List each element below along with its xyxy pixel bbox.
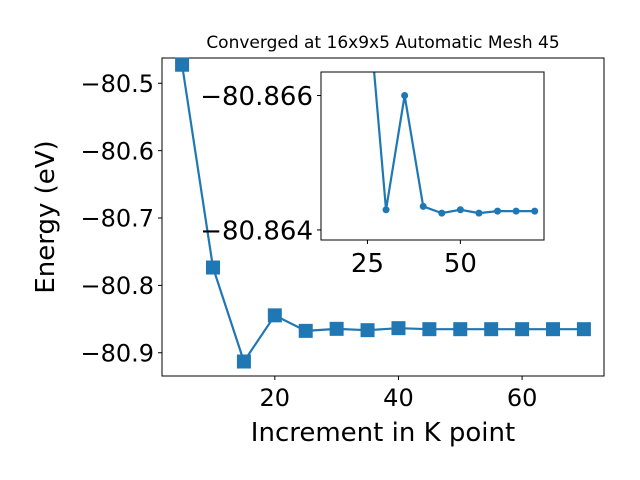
inset-data-point bbox=[438, 209, 446, 217]
inset-plot-frame bbox=[320, 71, 545, 241]
inset-data-point bbox=[494, 207, 502, 215]
inset-y-tick-label: −80.866 bbox=[200, 82, 313, 112]
main-data-point bbox=[453, 322, 468, 337]
main-data-point bbox=[484, 322, 499, 337]
y-axis-label: Energy (eV) bbox=[31, 140, 61, 293]
main-data-point bbox=[515, 322, 530, 337]
inset-x-tick-label: 25 bbox=[351, 249, 384, 279]
inset-data-point bbox=[401, 92, 409, 100]
main-series-marker-group bbox=[175, 57, 591, 369]
main-plot-frame bbox=[161, 57, 605, 377]
main-y-ticks: −80.5 −80.6 −80.7 −80.8 −80.9 bbox=[80, 70, 162, 367]
inset-x-ticks: 25 50 bbox=[351, 240, 477, 279]
main-data-point bbox=[298, 323, 313, 338]
main-y-tick-label: −80.7 bbox=[80, 205, 154, 233]
main-y-tick-label: −80.8 bbox=[80, 272, 154, 300]
main-data-point bbox=[391, 321, 406, 336]
main-y-tick-label: −80.5 bbox=[80, 70, 154, 98]
main-data-point bbox=[546, 322, 560, 337]
main-data-point bbox=[175, 57, 190, 72]
inset-data-point bbox=[512, 207, 520, 215]
inset-data-point bbox=[456, 206, 464, 214]
inset-data-point bbox=[475, 209, 483, 217]
inset-y-ticks: −80.866 −80.864 bbox=[200, 82, 321, 246]
inset-data-point bbox=[531, 207, 539, 215]
main-x-ticks: 20 40 60 bbox=[260, 376, 538, 412]
main-data-point bbox=[236, 354, 251, 369]
inset-series-line-group bbox=[373, 72, 535, 215]
main-x-tick-label: 40 bbox=[383, 384, 414, 412]
x-axis-label: Increment in K point bbox=[251, 418, 515, 448]
main-data-point bbox=[206, 260, 220, 275]
inset-y-tick-label: −80.864 bbox=[200, 216, 313, 246]
inset-x-tick-label: 50 bbox=[444, 249, 477, 279]
chart-title: Converged at 16x9x5 Automatic Mesh 45 bbox=[206, 33, 559, 53]
inset-series-marker-group bbox=[382, 92, 539, 217]
main-data-point bbox=[422, 322, 437, 337]
main-y-tick-label: −80.6 bbox=[80, 137, 154, 165]
main-data-point bbox=[329, 321, 344, 336]
main-data-point bbox=[360, 323, 375, 338]
inset-data-point bbox=[419, 202, 427, 210]
main-x-tick-label: 60 bbox=[507, 384, 538, 412]
main-y-tick-label: −80.9 bbox=[80, 339, 154, 367]
main-x-tick-label: 20 bbox=[260, 384, 291, 412]
inset-data-point bbox=[382, 206, 390, 214]
main-data-point bbox=[576, 322, 591, 337]
main-data-point bbox=[267, 308, 282, 323]
inset-background bbox=[321, 72, 544, 240]
inset-series-line bbox=[373, 72, 535, 215]
